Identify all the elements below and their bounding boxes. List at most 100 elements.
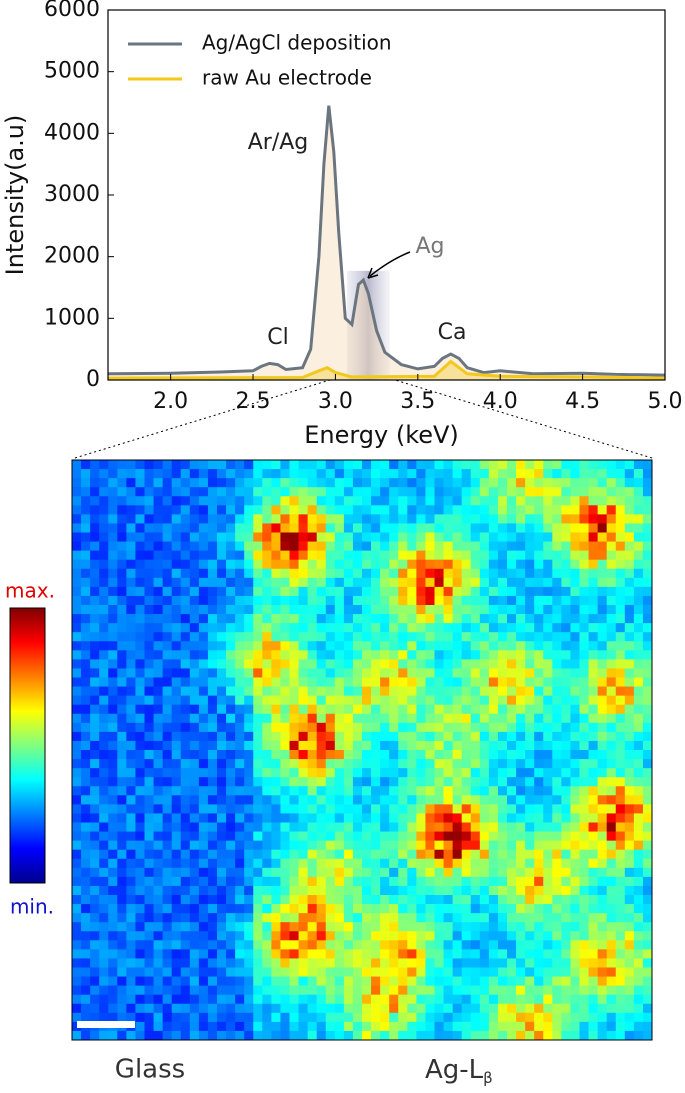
map-pixel (198, 867, 209, 878)
map-pixel (180, 831, 191, 842)
map-pixel (443, 1003, 454, 1014)
map-pixel (253, 632, 263, 642)
map-pixel (434, 885, 444, 896)
map-pixel (470, 623, 481, 633)
map-pixel (407, 795, 417, 805)
map-pixel (362, 867, 372, 878)
map-pixel (371, 1003, 381, 1014)
map-pixel (189, 713, 200, 724)
map-pixel (606, 813, 617, 823)
map-pixel (479, 1030, 490, 1041)
map-pixel (434, 731, 444, 742)
map-pixel (262, 487, 272, 497)
map-pixel (171, 994, 182, 1005)
map-pixel (135, 1021, 145, 1032)
map-pixel (479, 804, 490, 814)
map-pixel (180, 731, 191, 742)
map-pixel (461, 804, 472, 814)
map-pixel (552, 804, 562, 814)
map-pixel (615, 849, 626, 860)
map-pixel (171, 595, 182, 606)
map-pixel (615, 632, 626, 642)
map-pixel (244, 541, 254, 552)
map-pixel (144, 867, 154, 878)
map-pixel (153, 949, 164, 959)
map-pixel (362, 460, 372, 470)
map-pixel (579, 740, 589, 751)
map-pixel (543, 595, 553, 606)
map-pixel (144, 722, 154, 733)
map-pixel (642, 505, 653, 515)
map-pixel (198, 595, 209, 606)
map-pixel (525, 532, 535, 542)
map-pixel (343, 550, 354, 561)
map-pixel (579, 523, 589, 533)
map-pixel (461, 913, 472, 923)
map-pixel (552, 958, 562, 968)
map-pixel (497, 1003, 508, 1014)
map-pixel (461, 695, 472, 706)
map-pixel (588, 623, 599, 633)
map-pixel (162, 1030, 173, 1041)
map-pixel (271, 605, 281, 615)
map-pixel (72, 641, 82, 651)
map-pixel (126, 577, 136, 588)
map-pixel (189, 822, 200, 832)
map-pixel (416, 605, 426, 615)
map-pixel (633, 595, 644, 606)
map-pixel (343, 750, 354, 760)
map-pixel (180, 568, 191, 579)
map-pixel (72, 577, 82, 588)
map-pixel (280, 849, 290, 860)
map-pixel (217, 976, 227, 987)
map-pixel (380, 976, 390, 987)
map-pixel (108, 469, 118, 479)
map-pixel (633, 867, 644, 878)
map-pixel (588, 976, 599, 987)
map-pixel (117, 469, 127, 479)
map-pixel (117, 722, 127, 733)
map-pixel (470, 994, 481, 1005)
map-pixel (543, 460, 553, 470)
map-pixel (198, 849, 209, 860)
map-pixel (516, 731, 526, 742)
map-pixel (298, 1003, 309, 1014)
map-pixel (389, 668, 399, 678)
map-pixel (416, 595, 426, 606)
map-pixel (525, 722, 535, 733)
map-pixel (352, 858, 363, 869)
map-pixel (207, 586, 218, 597)
map-pixel (235, 559, 245, 570)
map-pixel (389, 885, 399, 896)
map-pixel (434, 786, 444, 796)
map-pixel (108, 1003, 118, 1014)
map-pixel (325, 505, 336, 515)
map-pixel (407, 750, 417, 760)
map-pixel (153, 532, 164, 542)
map-pixel (325, 740, 336, 751)
map-pixel (307, 1012, 318, 1023)
map-pixel (434, 994, 444, 1005)
map-pixel (99, 931, 109, 941)
map-pixel (362, 523, 372, 533)
map-pixel (171, 695, 182, 706)
map-pixel (633, 478, 644, 488)
map-pixel (416, 840, 426, 851)
map-pixel (352, 740, 363, 751)
map-pixel (407, 713, 417, 724)
map-pixel (389, 460, 399, 470)
map-pixel (271, 550, 281, 561)
map-pixel (316, 922, 327, 932)
map-pixel (443, 605, 454, 615)
map-pixel (642, 777, 653, 787)
map-pixel (180, 650, 191, 660)
map-pixel (108, 550, 118, 561)
map-pixel (316, 469, 327, 479)
map-pixel (90, 568, 100, 579)
map-pixel (235, 913, 245, 923)
map-pixel (108, 650, 118, 660)
map-pixel (416, 831, 426, 842)
map-pixel (226, 641, 236, 651)
map-pixel (407, 577, 417, 588)
map-pixel (543, 514, 553, 524)
